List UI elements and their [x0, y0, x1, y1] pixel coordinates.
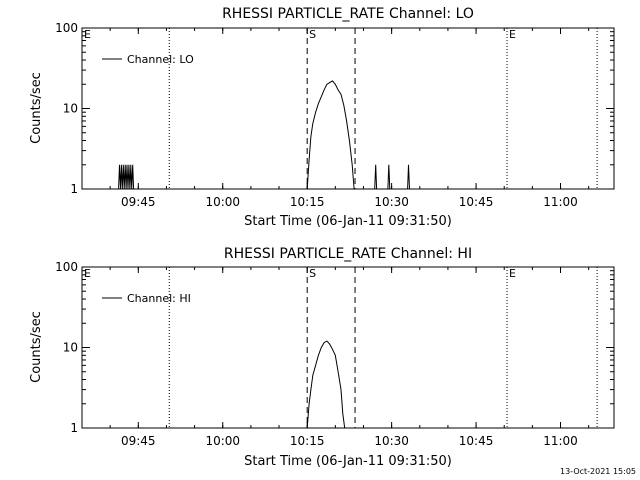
- y-tick-label: 1: [70, 421, 78, 435]
- x-tick-label: 10:00: [205, 434, 240, 448]
- y-tick-label: 10: [63, 102, 78, 116]
- x-tick-label: 10:45: [459, 195, 494, 209]
- chart-panel-lo: RHESSI PARTICLE_RATE Channel: LO E S E 09:…: [29, 6, 615, 229]
- series-line: [407, 164, 410, 190]
- chart-panel-hi: RHESSI PARTICLE_RATE Channel: HI E S E 09:…: [29, 246, 615, 469]
- y-axis-ticks: 1 10 100: [55, 21, 614, 196]
- legend: Channel: HI: [102, 292, 191, 305]
- time-marker-label: E: [84, 267, 91, 280]
- series-line: [306, 340, 346, 429]
- legend-label: Channel: HI: [127, 292, 191, 305]
- x-tick-label: 10:30: [374, 434, 409, 448]
- series-channel-hi: [306, 340, 346, 429]
- time-marker-label: E: [84, 28, 91, 41]
- x-tick-label: 10:45: [459, 434, 494, 448]
- series-line: [306, 80, 355, 190]
- x-tick-label: 09:45: [121, 434, 156, 448]
- y-tick-label: 100: [55, 260, 78, 274]
- x-axis-ticks: 09:45 10:00 10:15 10:30 10:45 11:00: [81, 267, 590, 448]
- time-marker-label: S: [309, 267, 316, 280]
- x-tick-label: 10:15: [290, 434, 325, 448]
- y-tick-label: 100: [55, 21, 78, 35]
- y-axis-label: Counts/sec: [29, 311, 44, 383]
- legend: Channel: LO: [102, 53, 194, 66]
- series-line: [374, 164, 378, 190]
- generation-timestamp: 13-Oct-2021 15:05: [560, 467, 636, 476]
- x-axis-label: Start Time (06-Jan-11 09:31:50): [244, 454, 452, 469]
- x-tick-label: 11:00: [543, 434, 578, 448]
- x-tick-label: 10:00: [205, 195, 240, 209]
- time-marker-label: E: [509, 267, 516, 280]
- x-axis-label: Start Time (06-Jan-11 09:31:50): [244, 214, 452, 229]
- chart-title: RHESSI PARTICLE_RATE Channel: LO: [222, 6, 474, 22]
- y-tick-label: 10: [63, 341, 78, 355]
- time-marker-label: S: [309, 28, 316, 41]
- series-channel-lo: [118, 80, 410, 190]
- time-marker-label: E: [509, 28, 516, 41]
- legend-label: Channel: LO: [127, 53, 194, 66]
- x-tick-label: 11:00: [543, 195, 578, 209]
- x-tick-label: 10:15: [290, 195, 325, 209]
- y-axis-label: Counts/sec: [29, 72, 44, 144]
- x-tick-label: 10:30: [374, 195, 409, 209]
- series-line: [118, 164, 135, 190]
- y-tick-label: 1: [70, 182, 78, 196]
- y-axis-ticks: 1 10 100: [55, 260, 614, 435]
- series-line: [387, 164, 391, 190]
- chart-title: RHESSI PARTICLE_RATE Channel: HI: [224, 246, 472, 262]
- x-axis-ticks: 09:45 10:00 10:15 10:30 10:45 11:00: [81, 28, 590, 209]
- x-tick-label: 09:45: [121, 195, 156, 209]
